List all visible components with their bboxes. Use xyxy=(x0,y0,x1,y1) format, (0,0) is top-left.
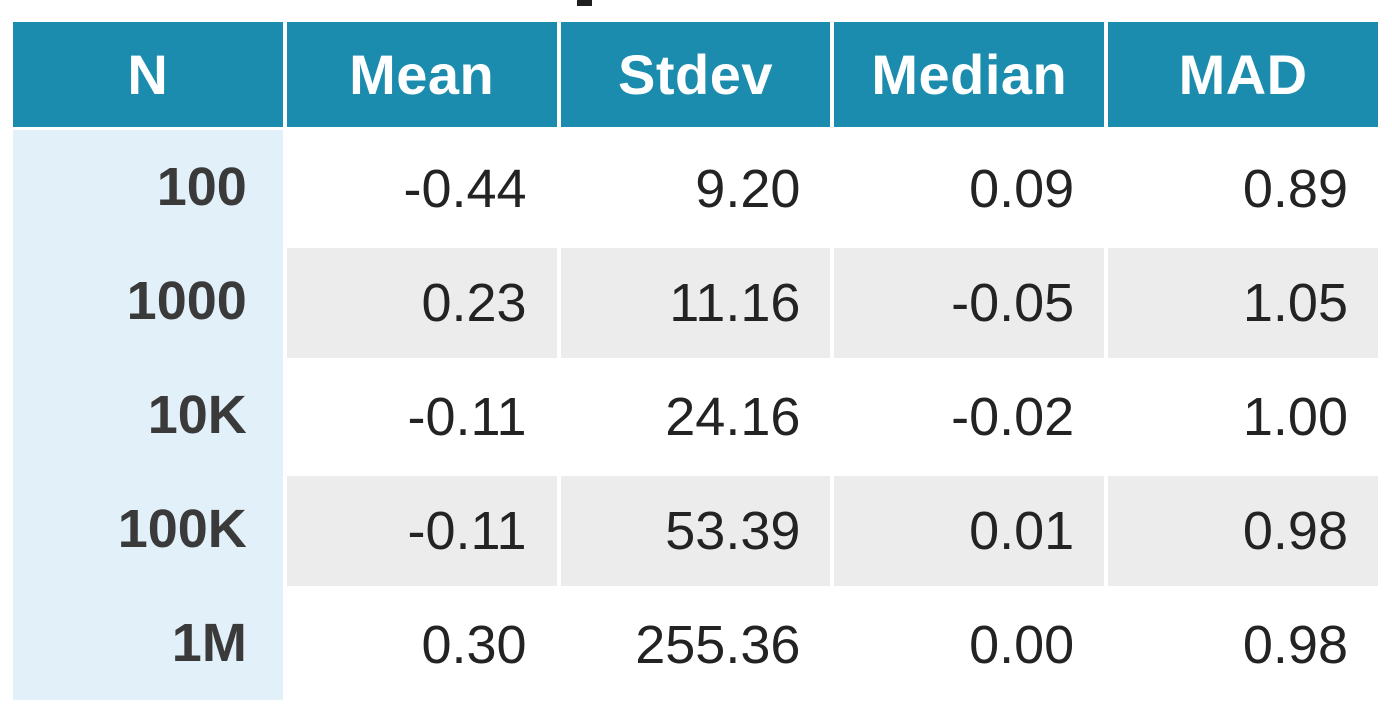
column-header-stdev: Stdev xyxy=(560,22,831,130)
mean-value-cell: -0.11 xyxy=(286,472,557,586)
stdev-value-cell: 255.36 xyxy=(560,586,831,700)
table-row: 10K -0.11 24.16 -0.02 1.00 xyxy=(13,358,1378,472)
mad-value-cell: 0.98 xyxy=(1108,472,1378,586)
column-header-median: Median xyxy=(834,22,1105,130)
stdev-value-cell: 9.20 xyxy=(560,130,831,244)
row-label-cell: 100K xyxy=(13,472,283,586)
table-row: 1000 0.23 11.16 -0.05 1.05 xyxy=(13,244,1378,358)
stdev-value-cell: 11.16 xyxy=(560,244,831,358)
column-header-mad: MAD xyxy=(1108,22,1378,130)
mean-value-cell: -0.44 xyxy=(286,130,557,244)
median-value-cell: 0.00 xyxy=(834,586,1105,700)
mad-value-cell: 0.98 xyxy=(1108,586,1378,700)
mean-value-cell: -0.11 xyxy=(286,358,557,472)
mad-value-cell: 0.89 xyxy=(1108,130,1378,244)
row-label-cell: 10K xyxy=(13,358,283,472)
header-row: N Mean Stdev Median MAD xyxy=(13,22,1378,130)
row-label-cell: 100 xyxy=(13,130,283,244)
column-header-n: N xyxy=(13,22,283,130)
stdev-value-cell: 24.16 xyxy=(560,358,831,472)
column-header-mean: Mean xyxy=(286,22,557,130)
table-row: 100K -0.11 53.39 0.01 0.98 xyxy=(13,472,1378,586)
mad-value-cell: 1.00 xyxy=(1108,358,1378,472)
statistics-table: N Mean Stdev Median MAD 100 -0.44 9.20 0… xyxy=(9,22,1382,700)
table-row: 1M 0.30 255.36 0.00 0.98 xyxy=(13,586,1378,700)
mean-value-cell: 0.23 xyxy=(286,244,557,358)
median-value-cell: -0.05 xyxy=(834,244,1105,358)
row-label-cell: 1M xyxy=(13,586,283,700)
median-value-cell: 0.09 xyxy=(834,130,1105,244)
row-label-cell: 1000 xyxy=(13,244,283,358)
median-value-cell: 0.01 xyxy=(834,472,1105,586)
stdev-value-cell: 53.39 xyxy=(560,472,831,586)
cropped-title-fragment xyxy=(577,0,592,6)
mad-value-cell: 1.05 xyxy=(1108,244,1378,358)
mean-value-cell: 0.30 xyxy=(286,586,557,700)
table-row: 100 -0.44 9.20 0.09 0.89 xyxy=(13,130,1378,244)
median-value-cell: -0.02 xyxy=(834,358,1105,472)
